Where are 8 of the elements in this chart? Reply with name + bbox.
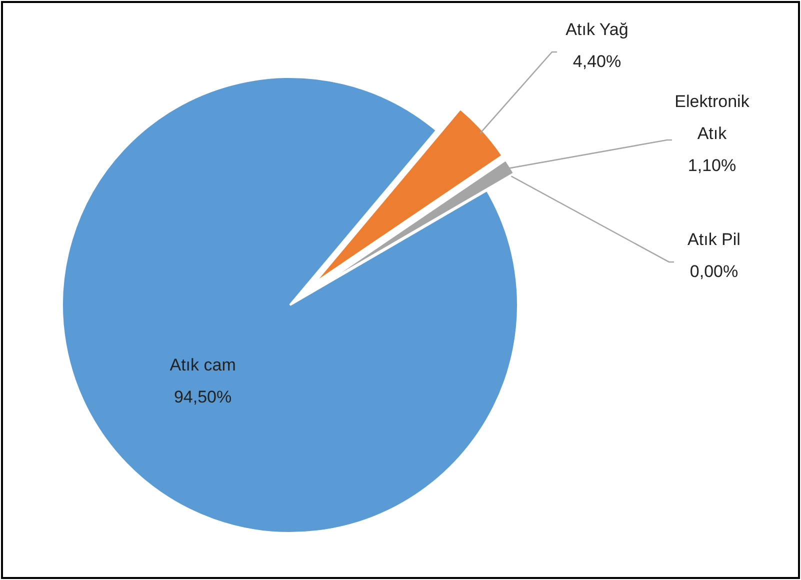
- data-label: 94,50%: [174, 387, 232, 406]
- slice-label: Elektronik Atık: [674, 92, 750, 143]
- data-label: 4,40%: [572, 52, 622, 71]
- category-label: Atık Pil: [688, 230, 740, 249]
- data-label: 1,10%: [688, 156, 736, 175]
- slice-label: Atık cam: [170, 355, 236, 374]
- slice-label: Atık Yağ: [566, 20, 628, 39]
- text: 0,00%: [690, 262, 738, 281]
